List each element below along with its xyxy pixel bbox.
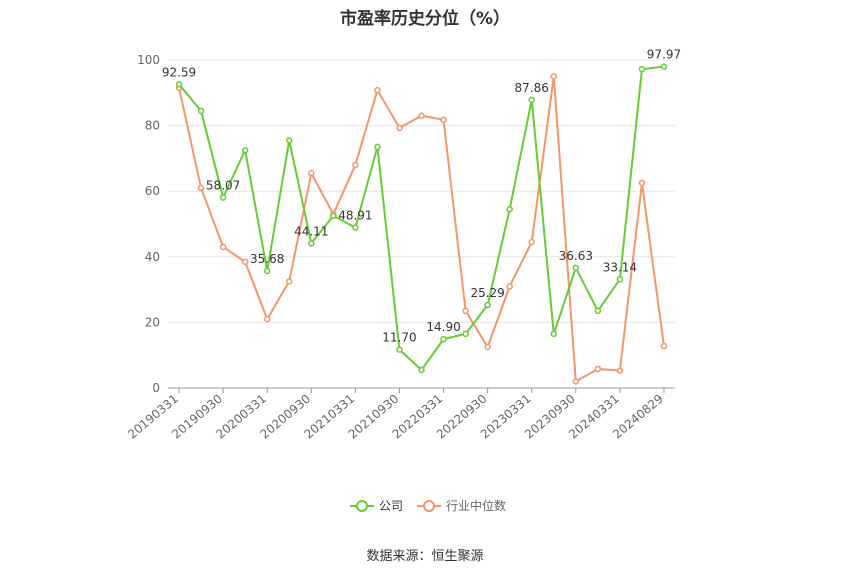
industry-median-point <box>550 73 558 80</box>
industry-median-point <box>263 315 271 323</box>
industry-median-point <box>197 184 205 192</box>
axes: 0204060801002019033120190930202003312020… <box>125 53 675 442</box>
industry-median-point <box>638 179 646 187</box>
industry-median-point <box>660 342 668 350</box>
industry-median-point <box>241 258 249 265</box>
company-point <box>594 307 602 315</box>
company-point <box>285 137 293 144</box>
company-data-label: 92.59 <box>162 65 196 79</box>
legend-marker <box>356 500 368 512</box>
y-tick-label: 0 <box>152 381 160 395</box>
chart-title: 市盈率历史分位（%） <box>339 9 511 29</box>
company-point <box>440 335 447 343</box>
company-data-label: 14.90 <box>426 320 460 334</box>
company-data-label: 25.29 <box>470 286 504 300</box>
company-data-label: 97.97 <box>647 48 681 62</box>
company-point <box>660 63 668 70</box>
legend-company[interactable]: 公司 <box>350 499 403 513</box>
company-data-label: 33.14 <box>603 260 637 274</box>
company-point <box>572 264 580 272</box>
company-point <box>241 146 249 154</box>
industry-median-point <box>528 238 535 246</box>
industry-median-line <box>178 75 665 383</box>
industry-median-point <box>616 367 624 374</box>
company-data-label: 44.11 <box>294 224 328 238</box>
company-point <box>418 366 425 374</box>
company-point <box>462 330 469 338</box>
company-data-label: 36.63 <box>559 249 593 263</box>
industry-median-point <box>506 283 513 290</box>
industry-median-point <box>396 124 403 132</box>
data-labels: 92.59 58.07 35.68 44.11 48.91 11.70 14.90 25.29… <box>162 48 681 345</box>
y-tick-label: 60 <box>145 184 160 198</box>
industry-median-point <box>219 243 227 251</box>
grid-lines <box>168 59 675 323</box>
industry-median-point <box>352 161 359 169</box>
company-point <box>550 330 558 338</box>
industry-median-point <box>308 169 315 177</box>
y-tick-label: 80 <box>145 119 160 133</box>
company-data-label: 11.70 <box>382 331 416 345</box>
industry-median-point <box>594 365 602 373</box>
company-point <box>374 143 381 151</box>
company-point <box>219 194 227 201</box>
company-point <box>484 301 491 309</box>
y-tick-label: 20 <box>145 315 160 329</box>
legend-marker <box>423 500 435 512</box>
company-point <box>175 81 183 88</box>
industry-median-point <box>572 378 580 385</box>
industry-median-point <box>418 112 425 120</box>
company-point <box>528 96 535 104</box>
company-data-label: 58.07 <box>206 179 240 193</box>
company-point <box>506 205 513 213</box>
series-lines <box>175 63 668 385</box>
company-point <box>197 107 205 115</box>
industry-median-point <box>440 116 447 123</box>
legend-industry-median[interactable]: 行业中位数 <box>417 498 506 513</box>
company-point <box>330 212 337 220</box>
company-point <box>638 65 646 73</box>
legend-label: 行业中位数 <box>446 498 506 513</box>
company-point <box>352 224 359 231</box>
y-tick-label: 100 <box>137 53 160 67</box>
company-data-label: 87.86 <box>515 81 549 95</box>
industry-median-point <box>285 278 293 285</box>
company-line <box>178 65 665 371</box>
company-point <box>396 346 403 353</box>
company-point <box>616 276 624 283</box>
company-point <box>263 267 271 275</box>
company-data-label: 35.68 <box>250 252 284 266</box>
company-data-label: 48.91 <box>338 209 372 223</box>
y-tick-label: 40 <box>145 250 160 264</box>
legend-label: 公司 <box>379 499 403 513</box>
industry-median-point <box>484 343 491 351</box>
data-source: 数据来源：恒生聚源 <box>366 549 484 564</box>
industry-median-point <box>374 86 381 94</box>
company-point <box>308 240 315 247</box>
industry-median-point <box>462 307 469 315</box>
legend[interactable]: 公司 行业中位数 <box>350 498 506 513</box>
